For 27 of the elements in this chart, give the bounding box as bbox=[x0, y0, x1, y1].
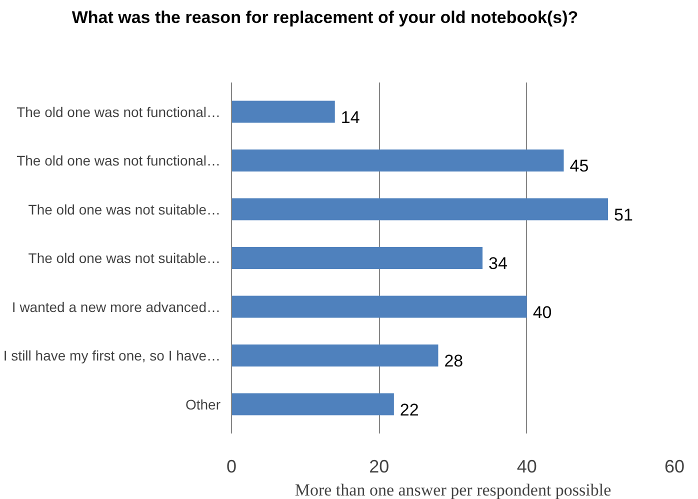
y-tick-label: I still have my first one, so I have… bbox=[3, 348, 221, 364]
bar bbox=[232, 393, 394, 416]
y-tick-label: The old one was not suitable… bbox=[28, 250, 221, 266]
y-tick-label: Other bbox=[185, 396, 221, 412]
bar bbox=[232, 344, 438, 366]
y-tick-label: I wanted a new more advanced… bbox=[12, 298, 221, 315]
data-label: 28 bbox=[444, 352, 464, 370]
chart-title: What was the reason for replacement of your old notebook(s)? bbox=[70, 7, 580, 29]
x-tick-label: 20 bbox=[369, 456, 390, 476]
data-label: 34 bbox=[488, 254, 508, 273]
bar bbox=[232, 100, 335, 123]
text: More than one answer per respondent possible bbox=[294, 480, 612, 499]
y-tick-label: The old one was not functional… bbox=[16, 104, 221, 120]
x-tick-label: 0 bbox=[226, 456, 237, 476]
bar bbox=[232, 150, 564, 172]
bar bbox=[232, 296, 527, 318]
data-label: 22 bbox=[400, 400, 419, 420]
x-tick-label: 40 bbox=[516, 456, 537, 476]
y-tick-label: The old one was not suitable… bbox=[28, 201, 221, 218]
bar bbox=[232, 198, 608, 220]
data-label: 14 bbox=[340, 108, 360, 127]
x-tick-label: 60 bbox=[664, 456, 685, 476]
data-label: 45 bbox=[570, 156, 589, 176]
data-label: 40 bbox=[532, 302, 552, 322]
data-label: 51 bbox=[614, 205, 633, 224]
bar bbox=[232, 247, 483, 269]
y-tick-label: The old one was not functional… bbox=[16, 152, 221, 168]
